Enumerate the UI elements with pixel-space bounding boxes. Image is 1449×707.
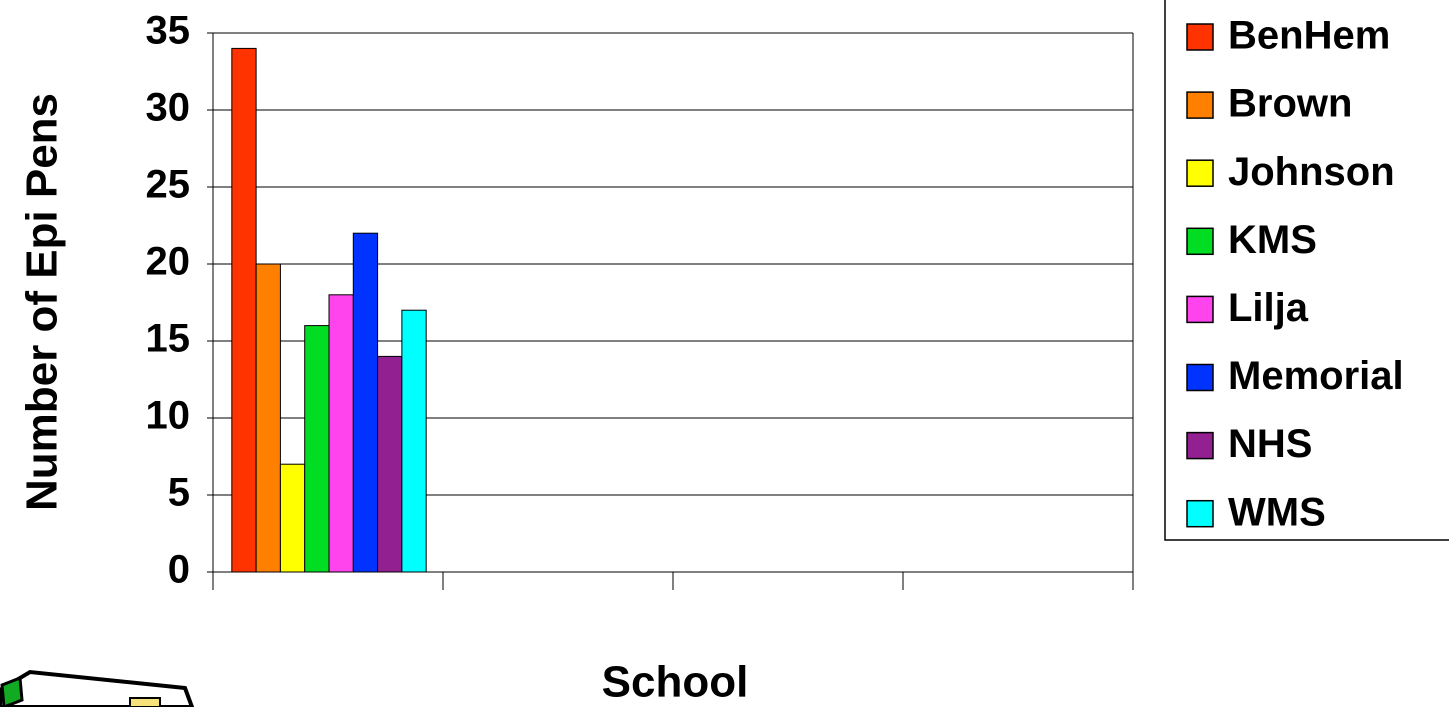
legend-swatch <box>1186 431 1214 460</box>
y-tick-label: 5 <box>168 471 190 515</box>
legend-label: Memorial <box>1228 354 1404 398</box>
bar <box>352 232 379 573</box>
legend-swatch <box>1186 499 1214 528</box>
legend-label: KMS <box>1228 218 1317 262</box>
bar <box>377 355 403 573</box>
legend-label: Lilja <box>1228 286 1309 330</box>
bar <box>279 463 306 573</box>
legend-label: WMS <box>1228 490 1326 534</box>
legend-label: BenHem <box>1228 14 1390 58</box>
legend-swatch <box>1186 91 1214 119</box>
y-axis-label: Number of Epi Pens <box>18 93 67 511</box>
y-tick-label: 25 <box>146 163 191 207</box>
bar <box>328 294 354 573</box>
bar <box>401 309 427 573</box>
y-tick-label: 15 <box>146 317 191 361</box>
bar <box>255 263 281 573</box>
bar <box>231 47 257 573</box>
legend-swatch <box>1186 295 1214 324</box>
y-tick-label: 20 <box>146 240 191 284</box>
y-tick-label: 35 <box>146 9 191 53</box>
legend-label: Johnson <box>1228 150 1395 194</box>
bar <box>304 325 330 573</box>
x-axis-label: School <box>602 658 749 707</box>
legend-label: Brown <box>1228 82 1352 126</box>
clip-art <box>0 669 195 707</box>
legend-swatch <box>1186 159 1214 187</box>
legend-swatch <box>1186 363 1214 392</box>
legend-swatch <box>1186 227 1214 256</box>
y-tick-label: 10 <box>146 394 191 438</box>
legend-swatch <box>1186 23 1214 51</box>
y-tick-label: 0 <box>168 548 190 592</box>
y-tick-label: 30 <box>146 86 191 130</box>
legend-label: NHS <box>1228 422 1312 466</box>
